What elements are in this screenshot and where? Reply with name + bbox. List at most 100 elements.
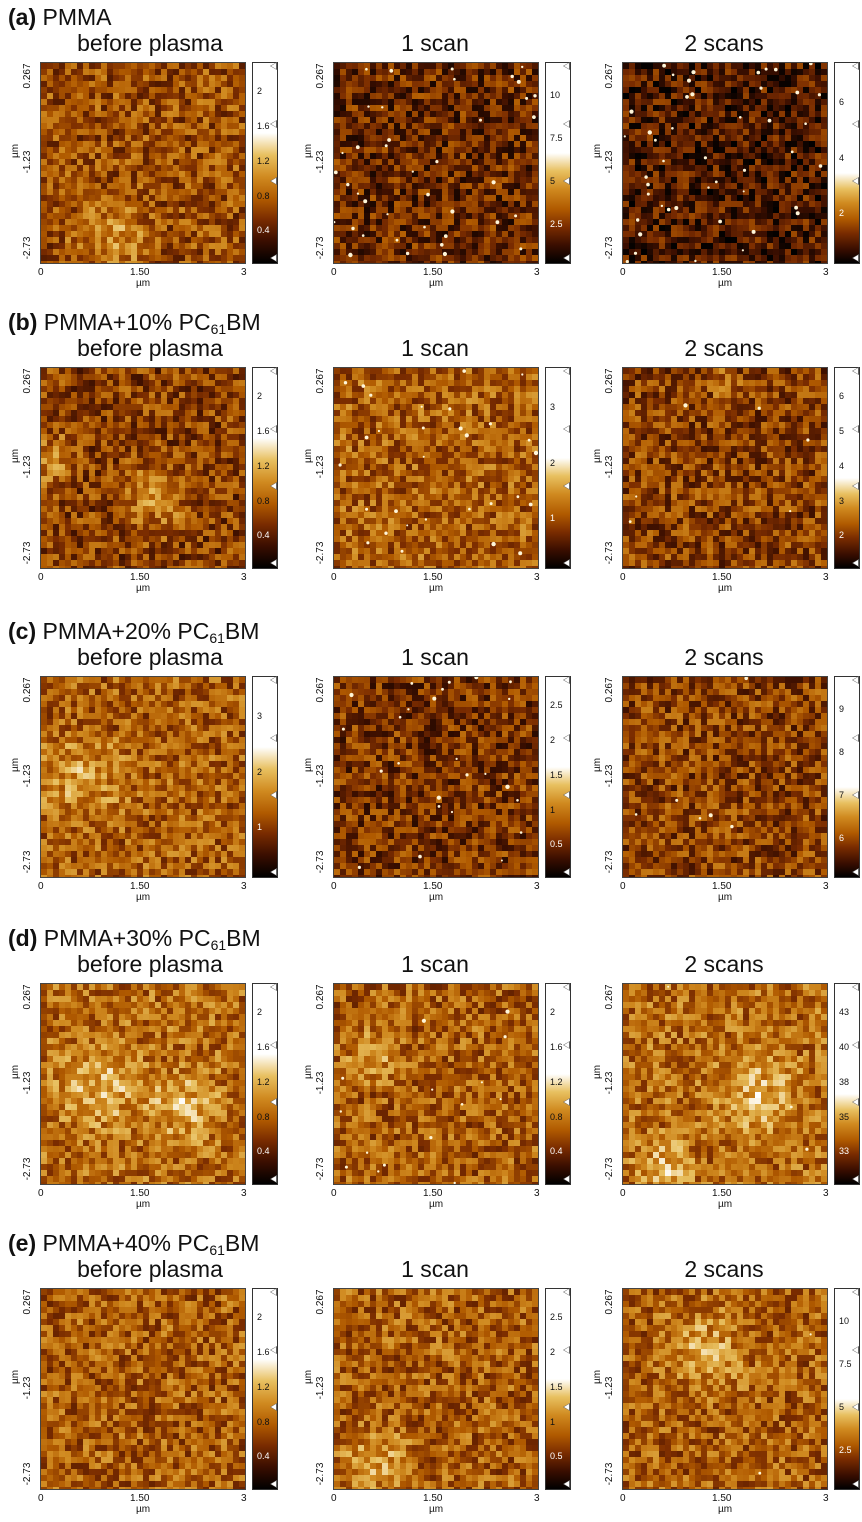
y-tick-label: -2.73 xyxy=(604,236,615,260)
surface-particle xyxy=(450,67,454,71)
y-tick-label: -1.23 xyxy=(22,1071,33,1095)
y-tick-label: -2.73 xyxy=(604,850,615,874)
surface-particle xyxy=(764,67,768,71)
surface-particle xyxy=(795,211,800,216)
y-tick-label: 0.267 xyxy=(22,368,33,394)
surface-particle xyxy=(405,251,410,256)
x-tick-label: 0 xyxy=(331,1493,337,1504)
colorbar-marker-icon xyxy=(852,733,859,742)
y-tick-label: -1.23 xyxy=(315,150,326,174)
afm-height-map xyxy=(40,62,246,264)
surface-particle xyxy=(675,798,679,802)
surface-particle xyxy=(440,243,444,247)
surface-particle xyxy=(635,495,638,498)
x-tick-label: 3 xyxy=(241,572,247,583)
afm-texture xyxy=(623,984,827,1184)
colorbar-tick-label: 2.5 xyxy=(839,1444,852,1455)
colorbar xyxy=(545,1288,571,1490)
surface-particle xyxy=(422,455,425,458)
afm-height-map xyxy=(622,676,828,878)
colorbar-marker-icon xyxy=(270,676,277,684)
afm-texture xyxy=(41,677,245,877)
surface-particle xyxy=(698,817,702,820)
x-tick-label: 1.50 xyxy=(130,1188,150,1199)
colorbar-tick-label: 6 xyxy=(839,832,845,843)
colorbar-tick-label: 7.5 xyxy=(839,1359,852,1370)
colorbar-marker-icon xyxy=(852,424,859,433)
y-tick-label: -1.23 xyxy=(604,1376,615,1400)
colorbar-tick-label: 1.2 xyxy=(257,155,270,166)
y-tick-label: -2.73 xyxy=(22,236,33,260)
afm-texture xyxy=(623,63,827,263)
row-material-tail: BM xyxy=(224,1230,260,1256)
colorbar-tick-label: 2 xyxy=(550,457,556,468)
colorbar-marker-icon xyxy=(270,1040,277,1049)
surface-particle xyxy=(516,79,521,84)
colorbar-tick-label: 1.2 xyxy=(257,460,270,471)
y-tick-label: -2.73 xyxy=(604,541,615,565)
colorbar-tick-label: 8 xyxy=(839,747,845,758)
surface-particle xyxy=(628,520,632,523)
y-tick-label: -1.23 xyxy=(315,1376,326,1400)
y-tick-label: -2.73 xyxy=(22,541,33,565)
y-tick-label: -2.73 xyxy=(315,850,326,874)
surface-particle xyxy=(460,1103,464,1106)
afm-height-map xyxy=(40,1288,246,1490)
surface-particle xyxy=(395,238,399,242)
panel-title: 1 scan xyxy=(401,335,469,361)
colorbar-tick-label: 2 xyxy=(550,1347,556,1358)
surface-particle xyxy=(638,232,643,237)
y-tick-label: -1.23 xyxy=(604,764,615,788)
afm-texture xyxy=(623,368,827,568)
y-axis-unit: µm xyxy=(303,757,314,773)
surface-particle xyxy=(691,70,696,75)
row-material: PMMA+30% PC xyxy=(37,925,211,951)
colorbar-marker-icon xyxy=(563,733,570,742)
surface-particle xyxy=(377,429,380,433)
x-axis-unit: µm xyxy=(136,1199,151,1210)
surface-particle xyxy=(365,1151,369,1154)
surface-particle xyxy=(503,1035,507,1039)
colorbar-tick-label: 2 xyxy=(839,530,845,541)
colorbar-marker-icon xyxy=(563,424,570,433)
x-tick-label: 3 xyxy=(823,267,829,278)
y-tick-label: -1.23 xyxy=(604,1071,615,1095)
surface-particle xyxy=(341,1076,345,1080)
colorbar-tick-label: 0.4 xyxy=(550,1146,563,1157)
surface-particle xyxy=(406,524,409,527)
surface-particle xyxy=(421,1018,426,1023)
afm-texture xyxy=(41,63,245,263)
y-tick-label: 0.267 xyxy=(315,368,326,394)
surface-particle xyxy=(363,199,368,204)
colorbar-marker-icon xyxy=(852,1288,859,1296)
row-material-subscript: 61 xyxy=(210,937,227,953)
x-tick-label: 3 xyxy=(534,572,540,583)
surface-particle xyxy=(381,106,384,109)
surface-particle xyxy=(683,403,688,408)
x-tick-label: 1.50 xyxy=(712,881,732,892)
colorbar xyxy=(252,367,278,569)
afm-texture xyxy=(334,63,538,263)
colorbar-tick-label: 3 xyxy=(550,401,556,412)
row-material: PMMA+40% PC xyxy=(36,1230,210,1256)
colorbar-marker-icon xyxy=(563,1175,570,1183)
row-material: PMMA+10% PC xyxy=(37,309,211,335)
surface-particle xyxy=(420,405,423,408)
afm-height-map xyxy=(622,62,828,264)
surface-particle xyxy=(435,160,439,164)
colorbar-tick-label: 3 xyxy=(839,495,845,506)
surface-particle xyxy=(623,135,626,138)
surface-particle xyxy=(450,209,455,214)
colorbar-marker-icon xyxy=(563,1098,570,1107)
surface-particle xyxy=(708,813,713,818)
y-axis-unit: µm xyxy=(592,1369,603,1385)
y-axis-unit: µm xyxy=(10,143,21,159)
surface-particle xyxy=(514,214,518,218)
surface-particle xyxy=(509,680,512,684)
row-material-tail: BM xyxy=(226,309,261,335)
row-letter: (d) xyxy=(8,925,38,951)
surface-particle xyxy=(334,170,338,175)
surface-particle xyxy=(521,373,524,376)
surface-particle xyxy=(690,92,695,97)
x-tick-label: 0 xyxy=(38,1188,44,1199)
